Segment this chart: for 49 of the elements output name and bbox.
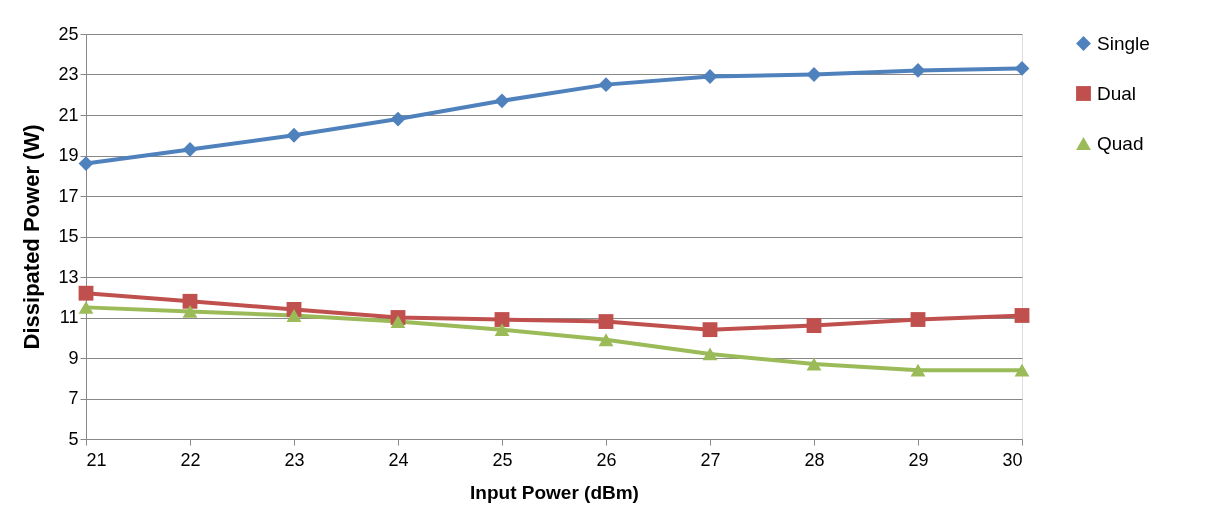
point [182, 293, 198, 309]
point [1014, 363, 1030, 377]
y-tick-label: 21 [58, 104, 79, 125]
point [494, 312, 510, 327]
point [910, 363, 926, 377]
y-tick-label: 13 [58, 266, 79, 287]
point [598, 77, 614, 93]
x-tick-label: 23 [284, 449, 305, 470]
y-tick-label: 19 [58, 145, 79, 165]
x-tick-label: 28 [804, 449, 825, 470]
point [702, 322, 718, 338]
x-tick-label: 26 [596, 449, 617, 470]
point [78, 156, 94, 172]
point [598, 333, 614, 347]
point [286, 127, 302, 143]
y-tick-label: 25 [58, 23, 79, 44]
point [182, 305, 198, 318]
point [494, 93, 510, 109]
point [78, 300, 94, 314]
x-axis-title: Input Power (dBm) [470, 481, 639, 503]
y-tick-label: 23 [58, 64, 79, 84]
point [78, 285, 94, 301]
point [806, 318, 822, 334]
y-tick-label: 15 [58, 226, 79, 246]
point [1014, 308, 1030, 323]
point [910, 312, 926, 327]
y-tick-label: 5 [68, 428, 79, 449]
point [286, 309, 302, 322]
point [390, 111, 406, 127]
y-tick-label: 7 [68, 388, 79, 408]
point [390, 315, 406, 328]
x-tick-label: 24 [388, 449, 409, 470]
legend-label: Dual [1097, 82, 1137, 104]
legend-label: Quad [1097, 132, 1144, 154]
y-tick-label: 17 [58, 185, 79, 206]
x-tick-label: 29 [908, 449, 929, 470]
x-tick-label: 25 [492, 449, 513, 470]
point [702, 347, 718, 361]
y-axis-title: Dissipated Power (W) [19, 124, 45, 350]
x-tick-label: 30 [1002, 449, 1023, 470]
y-tick-label: 11 [59, 307, 79, 327]
point [494, 323, 510, 337]
x-tick-label: 27 [700, 449, 721, 470]
x-tick-label: 21 [86, 449, 107, 470]
x-tick-label: 22 [180, 449, 201, 470]
y-tick-label: 9 [68, 347, 79, 368]
point [598, 314, 614, 329]
legend-label: Single [1097, 32, 1150, 54]
point [806, 357, 822, 371]
